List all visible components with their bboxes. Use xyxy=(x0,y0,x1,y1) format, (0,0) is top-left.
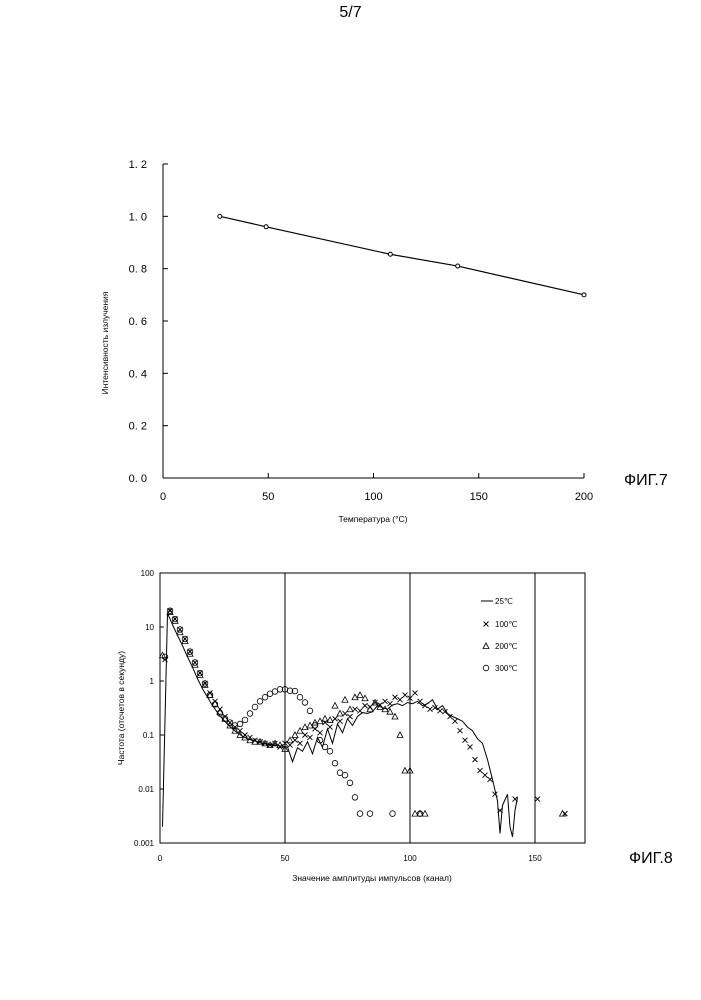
x-axis-title: Значение амплитуды импульсов (канал) xyxy=(292,873,452,883)
series-200C-point xyxy=(347,706,353,712)
series-100C-point xyxy=(468,744,473,749)
x-tick-label: 0 xyxy=(158,854,163,863)
y-tick-label: 0.001 xyxy=(134,839,155,848)
series-100C-point xyxy=(333,716,338,721)
x-tick-label: 150 xyxy=(528,854,542,863)
series-100C-point xyxy=(383,699,388,704)
series-200C-point xyxy=(302,724,308,730)
series-300C-point xyxy=(312,723,318,729)
series-100C-point xyxy=(493,792,498,797)
series-25C-line xyxy=(163,613,518,837)
series-100C-point xyxy=(453,719,458,724)
y-tick-label: 100 xyxy=(141,569,155,578)
y-axis-title: Частота (отсчетов в секунду) xyxy=(116,651,126,765)
series-200C-point xyxy=(297,728,303,734)
series-100C-point xyxy=(293,738,298,743)
series-300C-point xyxy=(367,811,373,817)
series-300C-point xyxy=(297,694,303,700)
series-100C-point xyxy=(288,743,293,748)
series-300C-point xyxy=(352,795,358,801)
legend-300C-label: 300℃ xyxy=(495,664,517,673)
series-200C-point xyxy=(362,695,368,701)
series-300C-point xyxy=(247,711,253,717)
legend-25C-label: 25℃ xyxy=(495,597,513,606)
series-200C-point xyxy=(342,697,348,703)
series-100C-point xyxy=(413,690,418,695)
series-100C-point xyxy=(338,719,343,724)
series-300C-point xyxy=(322,744,328,750)
series-100C-point xyxy=(473,757,478,762)
legend-100C-swatch xyxy=(484,622,489,627)
series-300C-point xyxy=(252,704,258,710)
series-100C-point xyxy=(393,695,398,700)
x-tick-label: 100 xyxy=(403,854,417,863)
series-100C-point xyxy=(363,703,368,708)
series-100C-point xyxy=(313,726,318,731)
plot-frame xyxy=(160,573,585,843)
series-200C-point xyxy=(322,716,328,722)
series-100C-point xyxy=(535,797,540,802)
series-100C-point xyxy=(438,708,443,713)
series-100C-point xyxy=(403,693,408,698)
series-100C-point xyxy=(458,728,463,733)
series-200C-point xyxy=(287,737,293,743)
y-tick-label: 1 xyxy=(150,677,155,686)
series-100C-point xyxy=(398,697,403,702)
series-300C-point xyxy=(257,699,263,705)
series-100C-point xyxy=(463,738,468,743)
series-300C-point xyxy=(342,772,348,778)
series-200C-point xyxy=(337,711,343,717)
legend-100C-label: 100℃ xyxy=(495,620,517,629)
series-100C-point xyxy=(298,741,303,746)
series-100C-point xyxy=(308,735,313,740)
series-100C-point xyxy=(348,714,353,719)
series-300C-point xyxy=(242,717,248,723)
series-300C-point xyxy=(390,811,396,817)
series-100C-point xyxy=(353,707,358,712)
y-tick-label: 10 xyxy=(145,623,154,632)
series-200C-point xyxy=(397,732,403,738)
series-100C-point xyxy=(318,730,323,735)
y-tick-label: 0.1 xyxy=(143,731,155,740)
series-300C-point xyxy=(307,708,313,714)
legend-200C-swatch xyxy=(483,643,489,649)
series-100C-point xyxy=(428,707,433,712)
series-100C-point xyxy=(328,725,333,730)
series-300C-point xyxy=(357,811,363,817)
x-tick-label: 50 xyxy=(281,854,290,863)
series-100C-point xyxy=(478,768,483,773)
series-200C-point xyxy=(357,692,363,698)
legend-300C-swatch xyxy=(483,665,489,671)
y-tick-label: 0.01 xyxy=(138,785,154,794)
series-100C-point xyxy=(488,777,493,782)
series-300C-point xyxy=(332,760,338,766)
legend-200C-label: 200℃ xyxy=(495,642,517,651)
series-100C-point xyxy=(483,773,488,778)
series-300C-point xyxy=(327,748,333,754)
series-100C-point xyxy=(388,701,393,706)
series-300C-point xyxy=(262,694,268,700)
series-300C-point xyxy=(302,700,308,706)
series-200C-point xyxy=(327,717,333,723)
series-300C-point xyxy=(237,721,243,727)
series-100C-point xyxy=(358,708,363,713)
series-300C-point xyxy=(347,780,353,786)
series-200C-point xyxy=(332,703,338,709)
figure-8-chart: 0.001 0.01 0.1 1 10 100 0 50 100 150 Значение ампл… xyxy=(0,0,701,1000)
